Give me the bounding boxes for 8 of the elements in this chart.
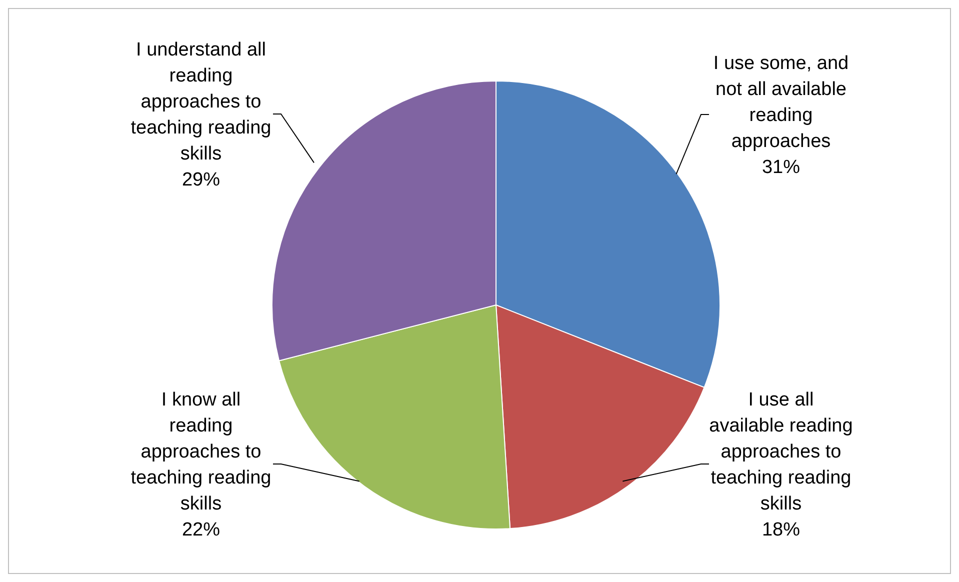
slice-label: I understand all reading approaches to teaching reading skills [130,40,272,164]
data-label: 22% [182,520,220,540]
slice-label: I know all reading approaches to teaching reading skills [130,390,272,514]
data-label: 31% [762,157,800,178]
slice-label: I use all available reading approaches to teaching reading skills [709,390,853,514]
data-label: 29% [182,170,220,190]
slice-label: I use some, and not all available reading approaches [713,53,849,152]
data-label: 18% [762,520,800,540]
